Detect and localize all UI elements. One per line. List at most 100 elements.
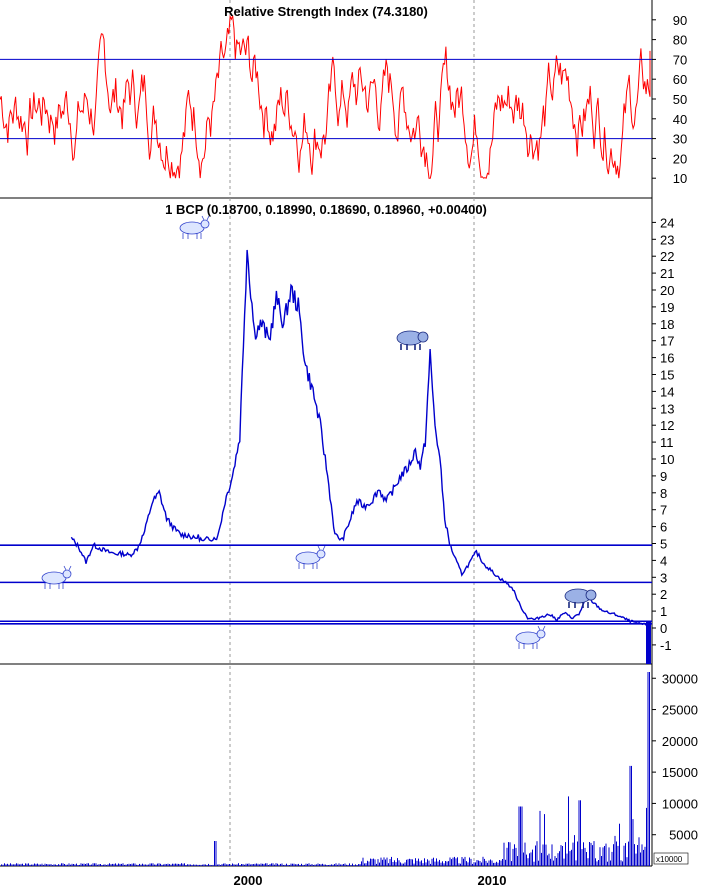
volume-bar xyxy=(340,864,341,866)
volume-bar xyxy=(431,858,433,866)
price-tick-label: 2 xyxy=(660,587,667,602)
volume-tick-label: 10000 xyxy=(662,796,698,811)
volume-bar xyxy=(383,857,385,866)
volume-bar xyxy=(358,864,359,866)
volume-bar xyxy=(86,863,88,866)
volume-bar xyxy=(389,859,391,866)
volume-bar xyxy=(314,864,316,866)
volume-bar xyxy=(571,849,572,866)
volume-bar xyxy=(436,858,437,866)
volume-bar xyxy=(637,845,638,866)
volume-bar xyxy=(475,862,476,866)
volume-bar xyxy=(470,858,472,866)
rsi-line xyxy=(0,14,651,179)
volume-bar xyxy=(373,858,374,866)
volume-bar xyxy=(619,823,620,866)
volume-bar xyxy=(577,841,578,866)
volume-bar xyxy=(464,856,466,866)
volume-bar xyxy=(460,863,461,866)
volume-unit-label: x10000 xyxy=(656,855,683,864)
volume-bar xyxy=(496,861,497,866)
volume-bar xyxy=(92,863,94,866)
volume-bar xyxy=(566,853,568,866)
volume-bar xyxy=(227,864,229,866)
volume-bar xyxy=(110,864,112,866)
volume-bar xyxy=(286,863,287,866)
volume-bar xyxy=(154,864,155,866)
volume-bar xyxy=(35,863,37,866)
bull-icon xyxy=(41,565,72,589)
volume-bar xyxy=(109,863,110,866)
volume-bar xyxy=(635,853,637,866)
rsi-tick-label: 20 xyxy=(673,151,687,166)
volume-bar xyxy=(410,859,412,866)
volume-bar xyxy=(544,814,545,866)
volume-bar xyxy=(538,860,539,866)
rsi-tick-label: 90 xyxy=(673,13,687,28)
volume-bar xyxy=(556,858,557,866)
rsi-tick-label: 70 xyxy=(673,52,687,67)
volume-bar xyxy=(191,864,193,866)
volume-bar xyxy=(424,858,425,866)
volume-bar xyxy=(245,863,247,866)
volume-bar xyxy=(112,863,113,866)
price-tick-label: 18 xyxy=(660,317,674,332)
volume-bar xyxy=(439,859,440,866)
volume-bar xyxy=(235,864,236,866)
volume-bar xyxy=(308,863,310,866)
volume-bar xyxy=(634,844,635,866)
volume-bar xyxy=(343,864,344,866)
volume-bar xyxy=(56,865,58,866)
volume-bar xyxy=(287,864,289,866)
volume-bar xyxy=(395,862,397,866)
volume-bar xyxy=(257,863,259,866)
volume-bar xyxy=(206,865,208,866)
price-tick-label: 24 xyxy=(660,215,674,230)
price-tick-label: 20 xyxy=(660,283,674,298)
volume-bar xyxy=(145,864,146,866)
volume-bar xyxy=(614,835,616,866)
volume-bar xyxy=(377,859,379,866)
volume-bar xyxy=(629,765,631,866)
volume-bar xyxy=(415,858,416,866)
volume-bar xyxy=(404,862,406,866)
volume-bar xyxy=(376,863,377,866)
volume-bar xyxy=(247,863,248,866)
volume-bar xyxy=(329,864,331,866)
volume-bar xyxy=(457,857,458,866)
volume-bar xyxy=(416,860,418,866)
volume-bar xyxy=(14,864,16,866)
volume-bar xyxy=(583,842,584,866)
volume-bar xyxy=(587,858,589,866)
price-tick-label: -1 xyxy=(660,638,672,653)
volume-bar xyxy=(425,862,427,866)
volume-bar xyxy=(430,863,431,866)
volume-bar xyxy=(581,849,583,866)
volume-bar xyxy=(632,819,634,866)
volume-bar xyxy=(526,854,527,866)
volume-bar xyxy=(409,858,410,866)
volume-bar xyxy=(83,863,85,866)
volume-bar xyxy=(53,864,55,866)
volume-bar xyxy=(334,864,335,866)
volume-bar xyxy=(398,860,400,866)
volume-bar xyxy=(1,864,2,866)
volume-bar xyxy=(442,861,443,866)
volume-tick-label: 20000 xyxy=(662,734,698,749)
volume-bar xyxy=(472,863,473,866)
volume-bar xyxy=(152,863,154,866)
volume-bar xyxy=(301,863,302,866)
volume-bar xyxy=(298,863,299,866)
volume-bar xyxy=(131,863,133,866)
volume-bar xyxy=(79,864,80,866)
volume-bar xyxy=(386,857,388,866)
volume-bar xyxy=(223,863,224,866)
volume-bar xyxy=(88,863,89,866)
volume-bar xyxy=(289,865,290,866)
volume-bar xyxy=(490,859,491,866)
volume-bar xyxy=(302,864,304,866)
volume-bar xyxy=(367,860,368,866)
volume-bar xyxy=(221,864,223,866)
volume-bar xyxy=(493,862,494,866)
